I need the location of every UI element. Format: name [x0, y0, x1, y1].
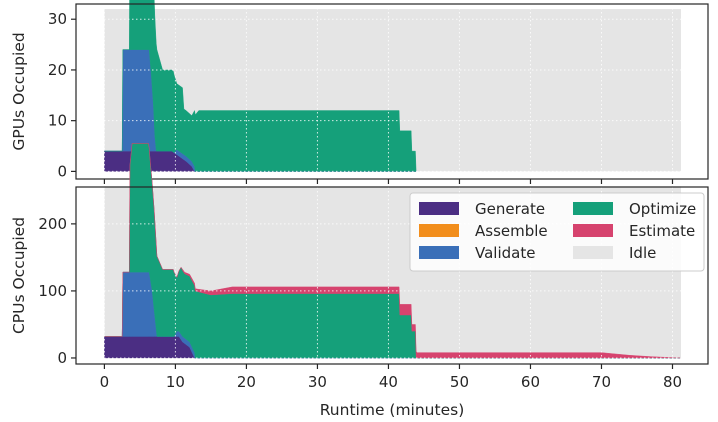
bottom-xtick-label-60: 60 — [521, 373, 540, 391]
legend-swatch-optimize — [573, 202, 613, 215]
top-ytick-label-30: 30 — [48, 10, 67, 28]
legend-swatch-validate — [419, 246, 459, 259]
bottom-xtick-label-30: 30 — [308, 373, 327, 391]
cpu-axis-ylabel: CPUs Occupied — [10, 217, 28, 334]
bottom-xtick-label-40: 40 — [379, 373, 398, 391]
legend-label-validate: Validate — [475, 244, 535, 262]
top-axes-frame — [75, 3, 709, 180]
legend-frame — [409, 192, 705, 272]
bottom-ytick-label-100: 100 — [38, 282, 67, 300]
top-ytick-label-10: 10 — [48, 112, 67, 130]
bottom-xtick-label-10: 10 — [166, 373, 185, 391]
legend-swatch-generate — [419, 202, 459, 215]
legend-swatch-idle — [573, 246, 613, 259]
runtime-axis-xlabel: Runtime (minutes) — [320, 401, 465, 419]
legend-label-assemble: Assemble — [475, 222, 548, 240]
legend-label-idle: Idle — [629, 244, 656, 262]
bottom-xtick-label-50: 50 — [450, 373, 469, 391]
bottom-xtick-label-80: 80 — [663, 373, 682, 391]
legend-swatch-assemble — [419, 224, 459, 237]
legend-label-estimate: Estimate — [629, 222, 695, 240]
bottom-ytick-label-0: 0 — [57, 349, 67, 367]
bottom-xtick-label-20: 20 — [237, 373, 256, 391]
top-ytick-label-0: 0 — [57, 162, 67, 180]
legend-label-optimize: Optimize — [629, 200, 696, 218]
top-ytick-label-20: 20 — [48, 61, 67, 79]
bottom-axes-frame — [75, 186, 709, 365]
gpu-panel: 0 10 20 30 — [48, 0, 709, 184]
bottom-xtick-label-0: 0 — [100, 373, 110, 391]
legend-swatch-estimate — [573, 224, 613, 237]
bottom-ytick-label-200: 200 — [38, 215, 67, 233]
legend-label-generate: Generate — [475, 200, 545, 218]
bottom-xtick-label-70: 70 — [592, 373, 611, 391]
gpu-axis-ylabel: GPUs Occupied — [10, 32, 28, 150]
legend: Generate Optimize Assemble Estimate Validate… — [409, 192, 705, 272]
